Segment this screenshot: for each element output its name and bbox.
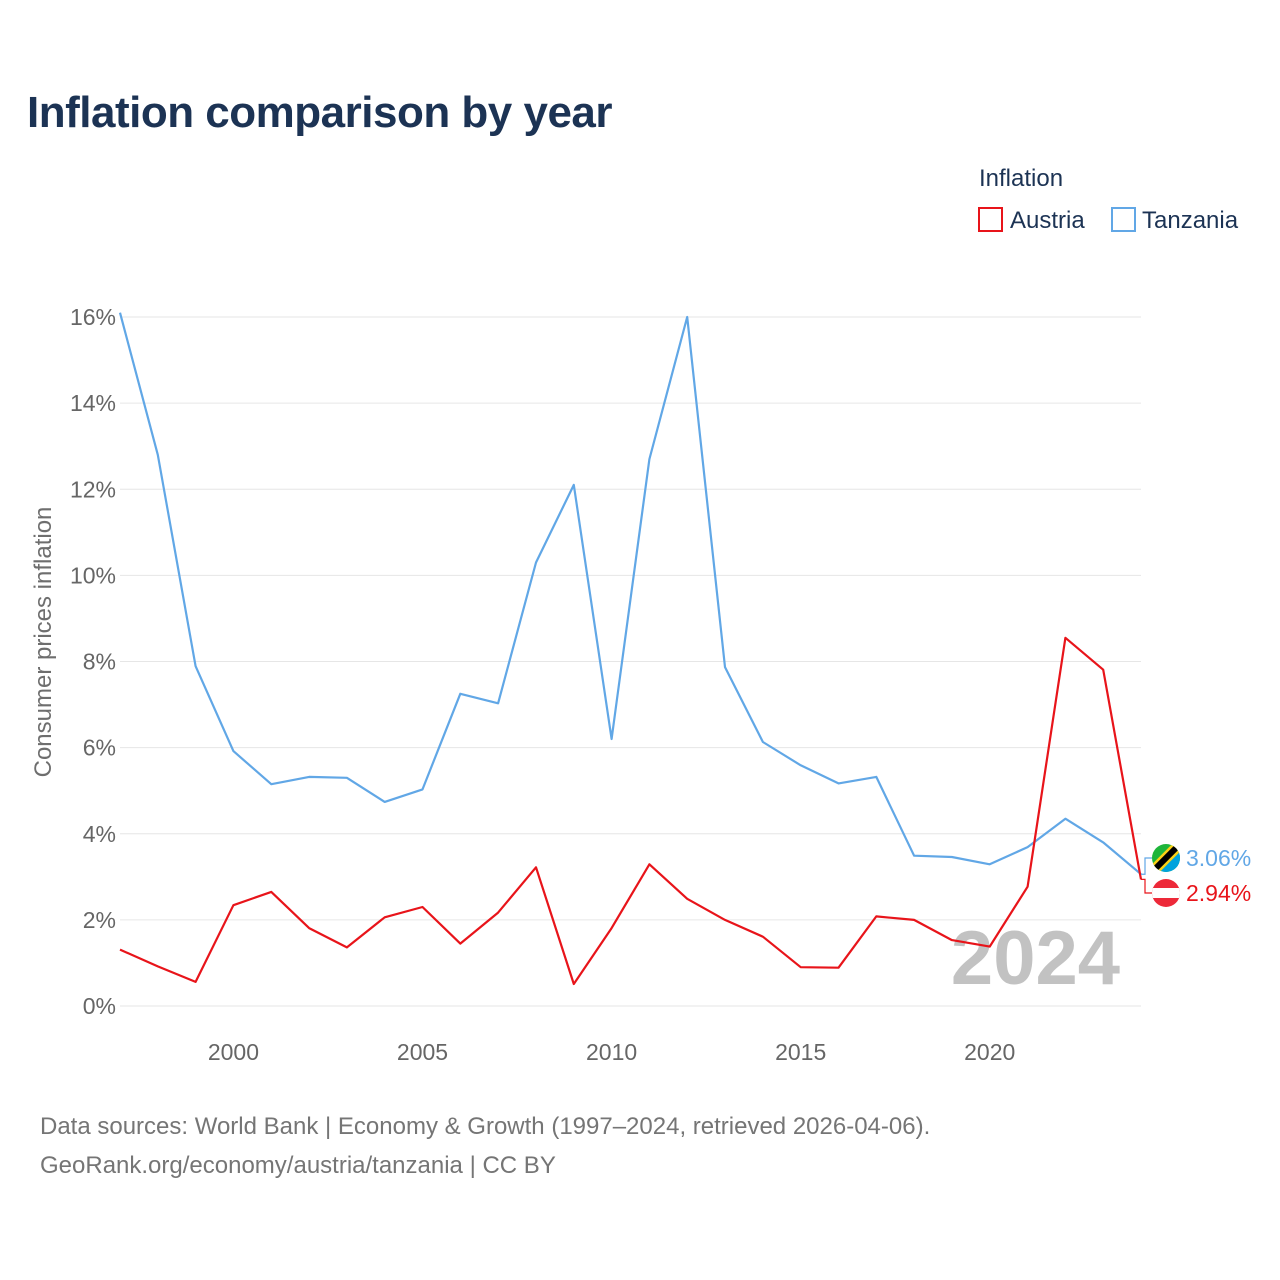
legend-item-tanzania[interactable]: Tanzania: [1111, 207, 1239, 234]
y-tick-label: 14%: [70, 390, 116, 416]
legend-label: Tanzania: [1142, 207, 1239, 234]
y-tick-label: 0%: [83, 993, 116, 1019]
year-watermark: 2024: [951, 916, 1120, 1001]
tanzania-connector: [1141, 857, 1152, 875]
legend-item-austria[interactable]: Austria: [978, 207, 1085, 234]
y-axis-label: Consumer prices inflation: [30, 507, 57, 778]
legend-title: Inflation: [979, 165, 1063, 192]
x-tick-label: 2010: [586, 1039, 637, 1065]
sources-line-1: Data sources: World Bank | Economy & Gro…: [40, 1113, 931, 1140]
legend-swatch: [978, 207, 1003, 232]
x-tick-label: 2020: [964, 1039, 1015, 1065]
gridlines: [120, 316, 1141, 1007]
chart-title: Inflation comparison by year: [27, 88, 613, 137]
y-tick-label: 4%: [83, 821, 116, 847]
x-axis: 2000 2005 2010 2015 2020: [208, 1039, 1015, 1065]
legend: Inflation Austria Tanzania: [978, 165, 1239, 234]
legend-label: Austria: [1010, 207, 1085, 234]
austria-end-value: 2.94%: [1186, 880, 1251, 906]
tanzania-end-value: 3.06%: [1186, 845, 1251, 871]
austria-connector: [1141, 878, 1152, 894]
x-tick-label: 2005: [397, 1039, 448, 1065]
tanzania-flag-icon: [1152, 844, 1180, 872]
data-sources: Data sources: World Bank | Economy & Gro…: [40, 1107, 930, 1185]
series-line-tanzania: [118, 312, 1142, 876]
y-tick-label: 8%: [83, 649, 116, 675]
legend-swatch: [1111, 207, 1136, 232]
x-tick-label: 2015: [775, 1039, 826, 1065]
sources-line-2[interactable]: GeoRank.org/economy/austria/tanzania | C…: [40, 1152, 556, 1179]
y-tick-label: 16%: [70, 304, 116, 330]
y-tick-label: 2%: [83, 907, 116, 933]
series-lines: [118, 312, 1143, 986]
y-axis: 0% 2% 4% 6% 8% 10% 12% 14% 16%: [70, 304, 116, 1019]
x-tick-label: 2000: [208, 1039, 259, 1065]
series-line-austria: [119, 636, 1143, 986]
y-tick-label: 10%: [70, 562, 116, 588]
y-tick-label: 12%: [70, 476, 116, 502]
austria-flag-icon: [1152, 879, 1180, 907]
y-tick-label: 6%: [83, 735, 116, 761]
chart: 0%2%4%6%8%10%12%14%16% 2000 2005 2010 2015 2…: [30, 165, 1251, 1065]
end-markers: 3.06% 2.94%: [1141, 844, 1251, 907]
